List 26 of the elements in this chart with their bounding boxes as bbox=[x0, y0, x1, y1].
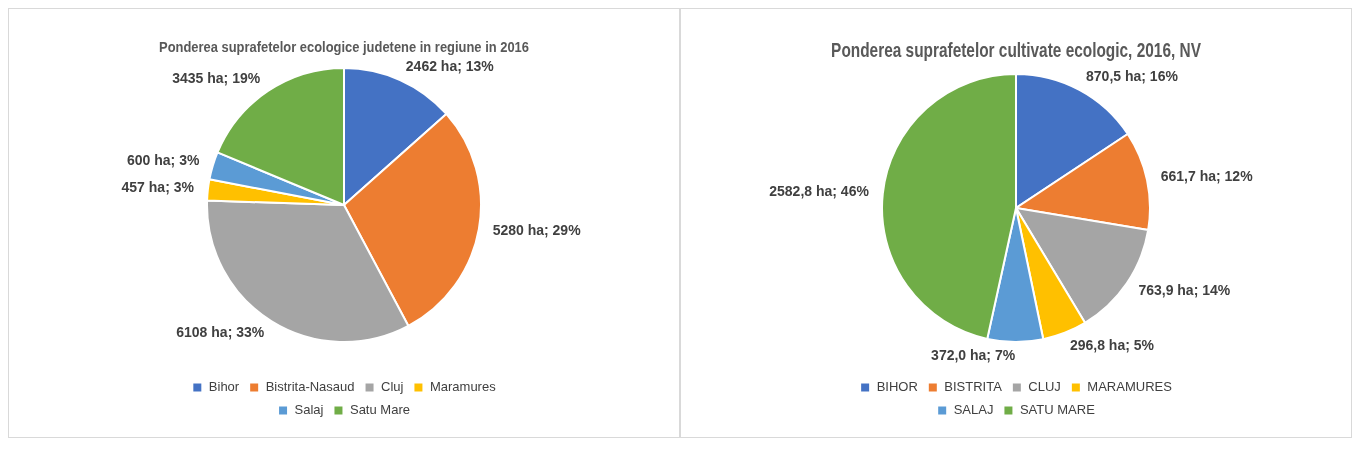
chart-title: Ponderea suprafetelor ecologice judetene in regiune in 2016 bbox=[159, 38, 530, 56]
legend-label: Bistrita-Nasaud bbox=[265, 379, 355, 395]
legend-label: CLUJ bbox=[1028, 379, 1061, 395]
legend-label: Satu Mare bbox=[349, 402, 410, 418]
legend-label: Bihor bbox=[208, 379, 240, 395]
legend-label: Maramures bbox=[429, 379, 497, 395]
data-label: 2462 ha; 13% bbox=[405, 58, 495, 75]
legend-label: SATU MARE bbox=[1019, 402, 1096, 418]
legend-label: Cluj bbox=[381, 379, 404, 395]
legend-label: BISTRITA bbox=[944, 379, 1003, 395]
data-label: 6108 ha; 33% bbox=[176, 324, 265, 341]
data-label: 2582,8 ha; 46% bbox=[769, 182, 870, 199]
legend-label: SALAJ bbox=[953, 402, 994, 418]
legend-label: Salaj bbox=[294, 402, 324, 418]
data-label: 870,5 ha; 16% bbox=[1086, 68, 1179, 85]
data-label: 661,7 ha; 12% bbox=[1160, 167, 1254, 184]
data-label: 763,9 ha; 14% bbox=[1138, 282, 1231, 299]
data-label: 372,0 ha; 7% bbox=[931, 346, 1016, 363]
legend-label: BIHOR bbox=[876, 379, 918, 395]
data-label: 5280 ha; 29% bbox=[492, 222, 582, 239]
data-label: 296,8 ha; 5% bbox=[1069, 336, 1155, 353]
data-label: 600 ha; 3% bbox=[126, 152, 200, 169]
data-label: 3435 ha; 19% bbox=[172, 70, 261, 87]
legend-label: MARAMURES bbox=[1087, 379, 1173, 395]
chart-title: Ponderea suprafetelor cultivate ecologic, 2016, NV bbox=[831, 38, 1201, 61]
data-label: 457 ha; 3% bbox=[121, 179, 195, 196]
